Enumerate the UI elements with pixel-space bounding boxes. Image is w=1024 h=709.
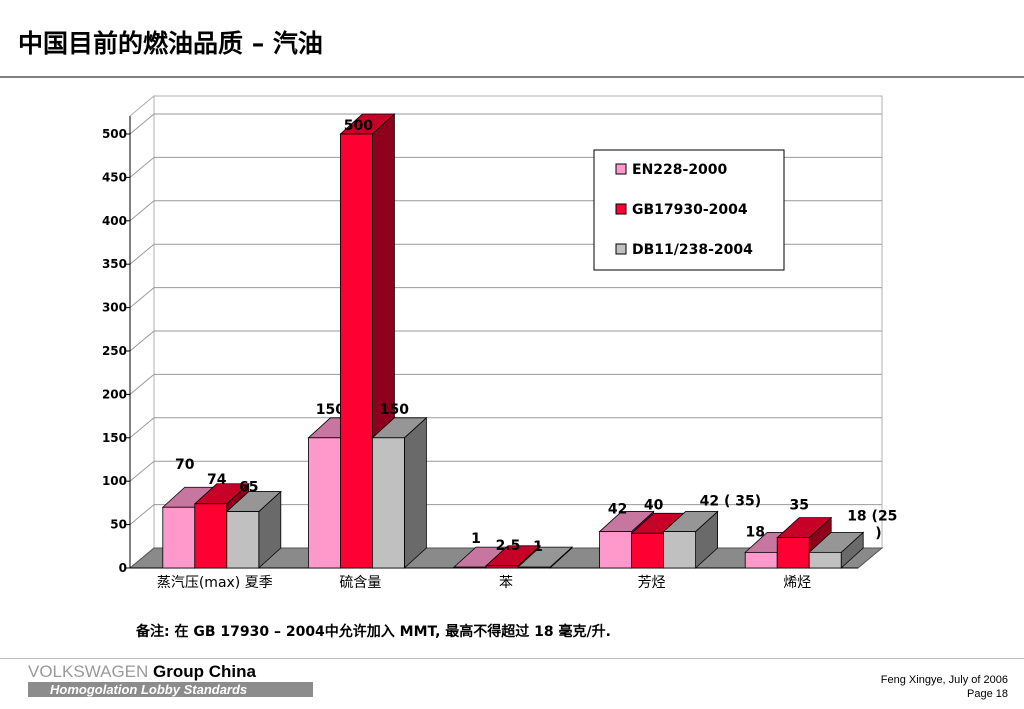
data-label: 1 <box>533 539 543 555</box>
bar <box>371 437 405 569</box>
y-tick-label: 100 <box>102 474 127 488</box>
x-category-label: 蒸汽压(max) 夏季 <box>157 575 273 591</box>
data-label: 65 <box>239 480 258 496</box>
bar <box>517 566 551 569</box>
data-label: 150 <box>316 402 345 418</box>
data-label: 1 <box>471 531 481 547</box>
brand-volkswagen: VOLKSWAGEN <box>28 662 149 681</box>
data-label: 70 <box>175 457 195 473</box>
bar-side <box>403 416 427 569</box>
bar <box>808 551 842 569</box>
y-tick-label: 500 <box>102 127 127 141</box>
data-label: 2.5 <box>496 538 521 554</box>
data-label: 150 <box>380 402 409 418</box>
y-tick-label: 50 <box>110 518 127 532</box>
data-label: 42 ( 35) <box>700 494 762 510</box>
brand-logo: VOLKSWAGEN Group China Homogolation Lobb… <box>28 663 313 697</box>
gridline <box>129 113 882 135</box>
gridline <box>129 460 882 482</box>
y-tick-label: 200 <box>102 387 127 401</box>
brand-subtitle: Homogolation Lobby Standards <box>28 682 313 697</box>
x-category-label: 芳烃 <box>638 574 666 591</box>
brand-group-china: Group China <box>148 662 256 681</box>
data-label: 74 <box>207 472 227 488</box>
gridline <box>129 373 882 395</box>
gridline <box>129 287 882 308</box>
bar <box>776 537 810 569</box>
y-tick-label: 300 <box>102 301 127 315</box>
y-tick-label: 400 <box>102 214 127 228</box>
legend-entry: DB11/238-2004 <box>632 242 753 258</box>
bar <box>663 531 696 569</box>
x-category-label: 烯烃 <box>783 575 811 591</box>
bar <box>485 565 519 569</box>
legend-entry: EN228-2000 <box>632 162 728 178</box>
data-label-line: ) <box>875 525 881 541</box>
footnote: 备注: 在 GB 17930 – 2004中允许加入 MMT, 最高不得超过 1… <box>136 624 611 640</box>
gridline <box>129 504 882 525</box>
bar <box>162 506 196 569</box>
data-label-line: 18 (25 <box>847 508 897 524</box>
legend-swatch <box>615 163 627 175</box>
y-tick-label: 0 <box>119 561 127 575</box>
gridline <box>129 330 882 352</box>
bar <box>453 566 487 569</box>
bar <box>194 503 228 569</box>
bar <box>226 511 260 569</box>
y-tick-label: 150 <box>102 431 127 445</box>
bar <box>307 437 341 569</box>
bar <box>339 133 373 569</box>
legend-swatch <box>615 203 627 215</box>
x-category-label: 苯 <box>499 574 513 591</box>
data-label: 42 <box>608 502 627 518</box>
data-label: 18 <box>745 524 764 540</box>
x-category-label: 硫含量 <box>339 575 381 591</box>
legend-entry: GB17930-2004 <box>632 202 748 218</box>
data-label: 500 <box>344 118 373 134</box>
page-number: Page 18 <box>967 688 1008 700</box>
slide-title: 中国目前的燃油品质 – 汽油 <box>18 29 323 58</box>
author-date: Feng Xingye, July of 2006 <box>880 674 1008 686</box>
bar <box>744 551 778 569</box>
bar <box>631 532 664 569</box>
legend-swatch <box>615 243 627 255</box>
data-label: 35 <box>789 498 808 514</box>
footer-divider <box>0 658 1024 659</box>
y-tick-label: 250 <box>102 344 127 358</box>
bar <box>599 531 632 569</box>
title-divider <box>0 76 1024 78</box>
data-label: 18 (25) <box>847 508 897 541</box>
y-tick-label: 350 <box>102 257 127 271</box>
gridline <box>129 417 882 439</box>
y-tick-label: 450 <box>102 170 127 184</box>
footer-info: Feng Xingye, July of 2006 Page 18 <box>881 673 1008 701</box>
data-label: 40 <box>644 497 664 513</box>
